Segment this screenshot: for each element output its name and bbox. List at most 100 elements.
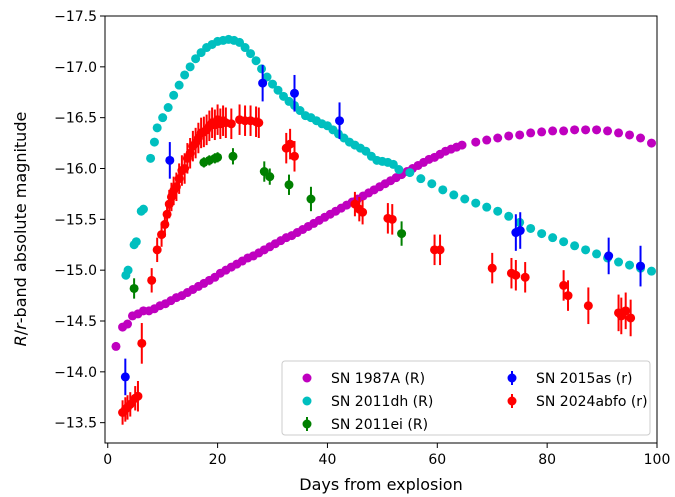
data-point — [306, 194, 316, 204]
data-point — [265, 172, 275, 182]
x-tick-label: 0 — [103, 452, 112, 468]
data-point — [157, 230, 167, 240]
data-point — [621, 306, 631, 316]
data-point — [515, 226, 525, 236]
data-point — [457, 140, 467, 150]
legend-label: SN 2024abfo (r) — [536, 394, 648, 410]
series-sn-2011dh-r — [121, 34, 657, 280]
data-point — [246, 49, 256, 59]
data-point — [257, 64, 267, 74]
y-axis: −13.5 −14.0 −14.5 −15.0 −15.5 −16.0 −16.5 −17.0… — [54, 9, 105, 432]
data-point — [335, 116, 345, 126]
legend-entry-sn-2024abfo-r: SN 2024abfo (r) — [507, 394, 648, 410]
x-tick-label: 60 — [428, 452, 446, 468]
legend-label: SN 2011dh (R) — [331, 394, 433, 410]
y-tick-label: −16.0 — [54, 162, 97, 178]
data-point — [614, 257, 624, 267]
data-point — [158, 113, 168, 123]
data-point — [285, 139, 295, 149]
x-tick-label: 20 — [209, 452, 227, 468]
data-point — [133, 391, 143, 401]
data-point — [405, 168, 415, 178]
y-tick-label: −17.0 — [54, 60, 97, 76]
x-tick-label: 40 — [319, 452, 337, 468]
data-point — [163, 103, 173, 112]
data-point — [625, 130, 635, 140]
y-tick-label: −14.5 — [54, 314, 97, 330]
data-point — [583, 301, 593, 311]
y-axis-title-band-2: r — [11, 322, 30, 330]
plot-frame — [104, 15, 658, 444]
data-point — [647, 266, 657, 276]
data-point — [471, 198, 481, 208]
plot-points — [111, 34, 657, 425]
data-point — [526, 128, 536, 138]
data-point — [416, 174, 426, 184]
series-sn-2015as-r — [120, 64, 646, 396]
y-tick-label: −17.5 — [54, 9, 97, 25]
data-point — [273, 85, 283, 95]
data-point — [504, 131, 514, 141]
data-point — [147, 275, 157, 285]
data-point — [559, 237, 569, 247]
data-point — [240, 43, 250, 53]
legend-box — [281, 360, 651, 436]
data-point — [559, 126, 569, 136]
data-point — [129, 283, 139, 293]
y-tick-label: −15.0 — [54, 263, 97, 279]
legend: SN 1987A (R) SN 2011dh (R) SN 2011ei (R) SN… — [281, 360, 651, 436]
data-point — [511, 270, 521, 280]
data-point — [169, 90, 179, 100]
data-point — [604, 251, 614, 261]
legend-entry-sn-2011ei-r: SN 2011ei (R) — [302, 417, 428, 433]
y-tick-label: −14.0 — [54, 365, 97, 381]
data-point — [185, 62, 195, 72]
legend-label: SN 2011ei (R) — [331, 417, 428, 433]
data-point — [438, 185, 448, 195]
data-point — [146, 153, 156, 163]
y-tick-label: −15.5 — [54, 212, 97, 228]
data-point — [626, 313, 636, 323]
legend-label: SN 2015as (r) — [536, 371, 632, 387]
data-point — [191, 54, 201, 64]
data-point — [226, 119, 236, 129]
data-point — [289, 88, 299, 98]
data-point — [570, 125, 580, 135]
data-point — [636, 261, 646, 271]
data-point — [149, 137, 159, 147]
legend-marker — [302, 419, 312, 429]
data-point — [625, 260, 635, 270]
data-point — [592, 249, 602, 259]
data-point — [581, 125, 591, 135]
data-point — [581, 245, 591, 255]
data-point — [482, 202, 492, 212]
data-point — [165, 155, 175, 165]
y-axis-title-sep: / — [11, 329, 30, 335]
data-point — [460, 194, 470, 204]
data-point — [647, 138, 657, 148]
y-tick-label: −13.5 — [54, 416, 97, 432]
data-point — [394, 165, 404, 175]
data-point — [174, 80, 184, 90]
data-point — [449, 190, 459, 200]
data-point — [515, 130, 525, 140]
data-point — [427, 179, 437, 189]
data-point — [520, 272, 530, 282]
data-point — [213, 152, 223, 162]
series-sn-2011ei-r — [129, 148, 407, 299]
data-point — [387, 214, 397, 224]
legend-entry-sn-2011dh-r: SN 2011dh (R) — [302, 394, 433, 410]
legend-marker — [507, 396, 517, 406]
series-sn-2024abfo-r — [118, 104, 636, 425]
data-point — [284, 180, 294, 190]
legend-marker — [302, 373, 312, 383]
data-point — [251, 56, 261, 66]
data-point — [493, 206, 503, 216]
data-point — [548, 126, 558, 136]
data-point — [152, 123, 162, 133]
data-point — [152, 245, 162, 255]
data-point — [471, 137, 481, 147]
data-point — [570, 241, 580, 251]
x-axis: 0 20 40 60 80 100 — [103, 443, 670, 468]
